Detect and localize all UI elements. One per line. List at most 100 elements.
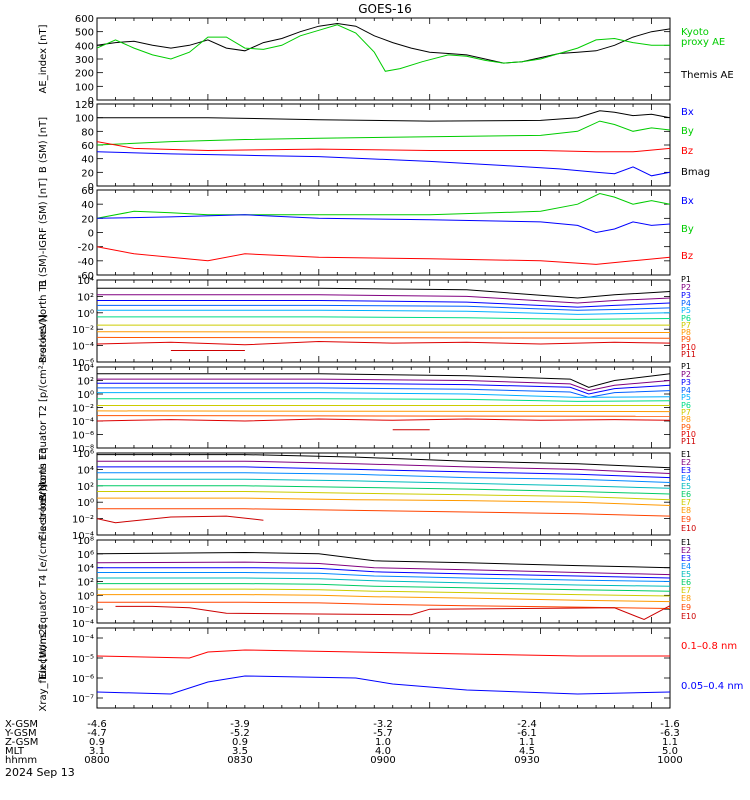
series-line [97,392,671,398]
legend-label: P11 [681,437,696,446]
series-line [96,151,671,177]
footer-value: 1.1 [662,737,678,748]
panel-frame [96,627,671,709]
y-tick-label: 300 [75,55,94,66]
legend-label: E10 [681,524,696,533]
series-line [96,649,670,659]
legend-label: P8 [681,415,691,424]
legend-label: Bx [681,107,694,118]
y-tick-label: 10⁻² [72,515,94,526]
series-line [97,300,671,308]
legend-label: E8 [681,594,691,603]
y-tick-label: 10⁴ [77,363,94,374]
panel-5: 10⁻⁸ 10⁻⁶ 10⁻⁴ 10⁻² 10⁰ 10² 10⁴ Protons Equator… [38,314,696,501]
panel-3: -60 -40 -20 0 20 40 60 B (SM)-IGRF (SM) [nT] Bx B… [38,178,694,287]
y-tick-label: -20 [78,243,94,254]
y-tick-label: 100 [75,82,94,93]
y-axis-label: Electrons Equator T4 [e/(cm²-s-sr-keV)] [38,484,49,679]
chart-title: GOES-16 [358,2,412,16]
legend-label: E7 [681,498,691,507]
y-tick-label: 10⁻⁴ [72,634,94,645]
legend-label: P5 [681,393,691,402]
legend-label: P3 [681,291,691,300]
legend-label: By [681,126,694,137]
series-line [97,304,671,311]
y-tick-label: 20 [81,214,94,225]
y-tick-label: 10⁰ [77,309,94,320]
panel-frame [96,103,671,187]
y-tick-label: 10² [77,292,94,303]
series-line [96,515,264,524]
legend-label: P10 [681,343,696,352]
panel-8: 10⁻⁷ 10⁻⁶ 10⁻⁵ 10⁻⁴ Xray_flux [W/m2] 0.1–0.8 … [38,624,743,711]
series-line [97,466,671,479]
series-line [96,192,671,219]
y-tick-label: 10⁻⁴ [72,342,94,353]
footer-row-label: hhmm [5,755,37,766]
date-label: 2024 Sep 13 [5,766,75,779]
legend-label: P2 [681,370,691,379]
series-line [97,378,671,392]
series-line [96,675,671,695]
legend-label: E2 [681,458,691,467]
y-tick-label: 10⁶ [77,550,94,561]
legend-label: Themis AE [680,70,734,81]
y-tick-label: 10⁴ [77,564,94,575]
series-line [97,309,671,315]
series-line [97,316,671,320]
legend-label: By [681,224,694,235]
y-tick-label: 0 [88,182,94,193]
panel-6: 10⁻⁴ 10⁻² 10⁰ 10² 10⁴ 10⁶ Electrons North T3 E1… [38,447,696,542]
legend-label: E4 [681,562,691,571]
y-tick-label: 0 [88,229,94,240]
series-line [97,588,671,597]
footer-value: -5.2 [230,728,250,739]
panel-frame [96,279,671,363]
series-line [97,398,671,402]
footer-value: -5.7 [373,728,393,739]
legend-label: P3 [681,378,691,387]
legend-label: E4 [681,474,691,483]
y-tick-label: 60 [81,186,94,197]
legend-label: E1 [681,450,691,459]
legend-label: 0.05–0.4 nm [681,681,743,692]
y-tick-label: 10⁻⁵ [72,654,94,665]
legend-label: Bz [681,251,693,262]
y-tick-label: 100 [75,114,94,125]
legend-label: E8 [681,506,691,515]
series-line [96,340,671,346]
series-line [97,294,671,304]
series-line [97,110,671,122]
legend-label: E3 [681,466,691,475]
series-line [97,601,671,609]
footer-value: -3.2 [373,719,393,730]
y-tick-label: 40 [81,200,94,211]
y-axis-label: B (SM) [nT] [38,117,49,173]
footer-row-label: X-GSM [5,719,38,730]
panel-2: 0 20 40 60 80 100 120 B (SM) [nT] Bx By Bz Bmag [38,100,710,193]
legend-label: E7 [681,586,691,595]
legend-label: P6 [681,401,691,410]
legend-label: P7 [681,408,691,417]
legend-label: E9 [681,603,691,612]
y-tick-label: 10⁰ [77,498,94,509]
y-tick-label: 10⁻⁴ [72,417,94,428]
y-axis-label: Electrons North T3 [38,447,49,540]
series-line [115,605,671,621]
footer-value: 3.5 [232,746,248,757]
panel-7: 10⁻⁴ 10⁻² 10⁰ 10² 10⁴ 10⁶ 10⁸ Electrons Equator… [38,484,696,679]
series-line [97,485,671,495]
legend-label: P11 [681,350,696,359]
footer-value: 0900 [370,755,395,766]
y-tick-label: 60 [81,141,94,152]
y-tick-label: 80 [81,127,94,138]
series-line [97,454,671,469]
legend-label: P4 [681,299,691,308]
legend-label: Bz [681,146,693,157]
footer-value: 5.0 [662,746,678,757]
series-line [97,572,671,582]
y-tick-label: 10⁻⁶ [72,431,94,442]
y-tick-label: 40 [81,155,94,166]
